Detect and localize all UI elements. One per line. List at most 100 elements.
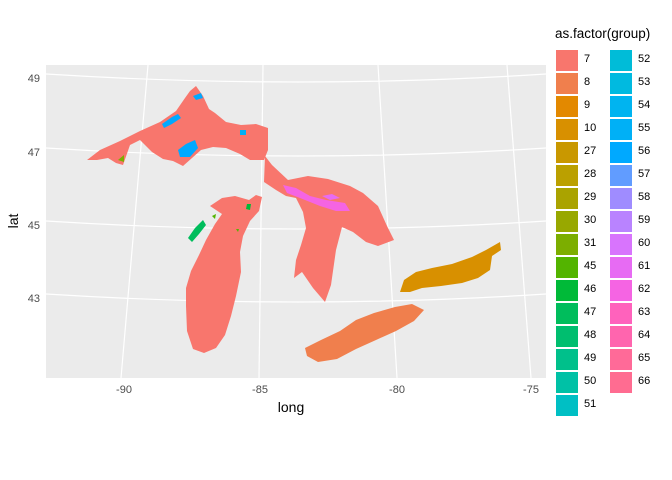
legend-item: 60 <box>609 233 665 256</box>
legend-item: 57 <box>609 164 665 187</box>
lat-grid-45 <box>45 220 547 230</box>
legend-label: 64 <box>638 329 651 341</box>
legend-label: 53 <box>638 76 651 88</box>
legend-key <box>555 187 579 210</box>
legend-item: 27 <box>555 141 611 164</box>
legend-label: 57 <box>638 168 651 180</box>
legend-label: 47 <box>584 306 597 318</box>
green-bay-island <box>212 214 216 219</box>
legend-key <box>609 95 633 118</box>
legend-key <box>609 210 633 233</box>
legend-label: 61 <box>638 260 651 272</box>
legend-key <box>555 371 579 394</box>
legend-key <box>555 118 579 141</box>
long-grid-75 <box>506 64 532 379</box>
legend-label: 27 <box>584 145 597 157</box>
x-tick-label: -75 <box>523 384 539 396</box>
lake-michigan <box>186 195 262 353</box>
legend-item: 28 <box>555 164 611 187</box>
long-grid-85 <box>258 64 264 379</box>
legend-key <box>609 141 633 164</box>
lake-erie <box>305 304 424 362</box>
legend-key <box>609 371 633 394</box>
legend-key <box>609 187 633 210</box>
legend-key <box>555 233 579 256</box>
legend-item: 47 <box>555 302 611 325</box>
lakes <box>87 86 501 362</box>
beaver-island <box>246 204 251 210</box>
legend-label: 49 <box>584 352 597 364</box>
y-tick-label: 49 <box>28 73 40 85</box>
legend-label: 31 <box>584 237 597 249</box>
legend-item: 50 <box>555 371 611 394</box>
isle-royale <box>162 114 181 128</box>
legend-label: 59 <box>638 214 651 226</box>
manitoulin-east <box>322 194 340 200</box>
legend-label: 45 <box>584 260 597 272</box>
legend-key <box>555 164 579 187</box>
legend-label: 48 <box>584 329 597 341</box>
manitoulin-area <box>283 185 350 211</box>
legend-label: 7 <box>584 53 591 65</box>
legend-item: 66 <box>609 371 665 394</box>
superior-west-island <box>118 155 124 162</box>
y-tick-label: 45 <box>28 220 40 232</box>
legend-key <box>609 279 633 302</box>
green-bay <box>188 220 206 242</box>
legend-item: 30 <box>555 210 611 233</box>
legend-label: 52 <box>638 53 651 65</box>
legend-key <box>555 348 579 371</box>
legend: as.factor(group) 7 8 9 10 27 28 29 30 31 45 46 47 48… <box>555 26 667 417</box>
lake-ontario <box>400 242 501 292</box>
legend-label: 9 <box>584 99 591 111</box>
legend-item: 58 <box>609 187 665 210</box>
legend-label: 46 <box>584 283 597 295</box>
x-tick-label: -80 <box>389 384 405 396</box>
legend-key <box>609 302 633 325</box>
y-tick-label: 47 <box>28 147 40 159</box>
legend-key <box>555 141 579 164</box>
legend-label: 63 <box>638 306 651 318</box>
legend-item: 7 <box>555 49 611 72</box>
legend-item: 56 <box>609 141 665 164</box>
legend-item: 31 <box>555 233 611 256</box>
legend-item: 55 <box>609 118 665 141</box>
legend-item: 65 <box>609 348 665 371</box>
legend-key <box>609 325 633 348</box>
nipigon-bay <box>193 93 203 100</box>
legend-label: 66 <box>638 375 651 387</box>
legend-label: 55 <box>638 122 651 134</box>
lat-grid-49 <box>45 73 547 83</box>
legend-item: 61 <box>609 256 665 279</box>
legend-label: 58 <box>638 191 651 203</box>
legend-item: 49 <box>555 348 611 371</box>
legend-key <box>609 233 633 256</box>
legend-key <box>555 394 579 417</box>
legend-item: 53 <box>609 72 665 95</box>
legend-item: 63 <box>609 302 665 325</box>
legend-key <box>609 164 633 187</box>
legend-label: 8 <box>584 76 591 88</box>
legend-item: 8 <box>555 72 611 95</box>
legend-key <box>555 325 579 348</box>
legend-item: 10 <box>555 118 611 141</box>
plot-background <box>46 65 546 378</box>
x-tick-label: -90 <box>116 384 132 396</box>
legend-item: 62 <box>609 279 665 302</box>
axis-ticks: 49 47 45 43 -90 -85 -80 -75 <box>28 73 539 396</box>
legend-key <box>609 72 633 95</box>
legend-label: 62 <box>638 283 651 295</box>
legend-label: 51 <box>584 398 597 410</box>
michigan-east-island <box>236 229 239 232</box>
legend-key <box>609 348 633 371</box>
legend-key <box>555 72 579 95</box>
legend-label: 10 <box>584 122 597 134</box>
legend-key <box>609 256 633 279</box>
legend-key <box>555 49 579 72</box>
legend-key <box>609 49 633 72</box>
legend-label: 60 <box>638 237 651 249</box>
legend-item: 45 <box>555 256 611 279</box>
legend-key <box>555 279 579 302</box>
superior-inner-lake <box>178 140 198 157</box>
